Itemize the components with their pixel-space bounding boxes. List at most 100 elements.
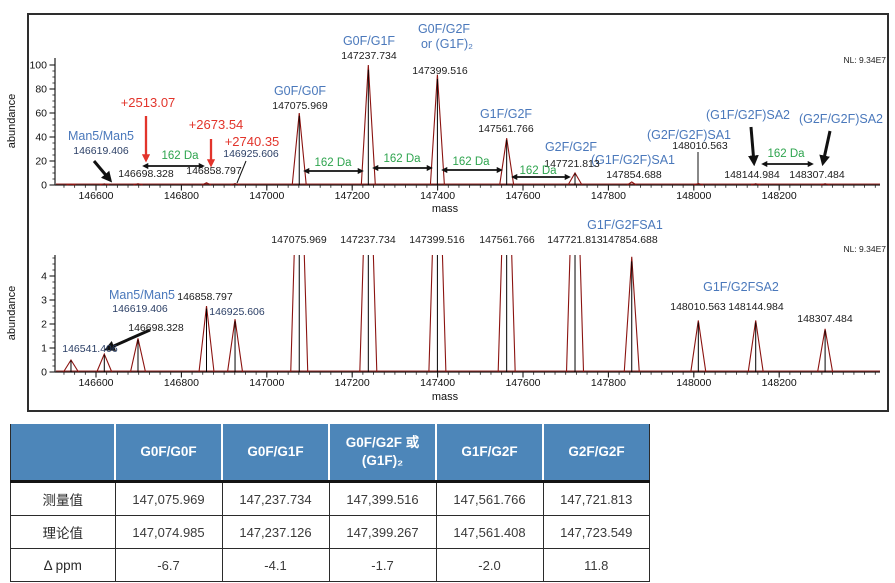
peak-mass-label: 147399.516 bbox=[409, 234, 465, 246]
peak-mass-label: 147237.734 bbox=[341, 50, 397, 62]
peak-mass-label: 148307.484 bbox=[789, 169, 845, 181]
header-cell: G0F/G0F bbox=[114, 424, 223, 483]
svg-text:146600: 146600 bbox=[78, 377, 113, 389]
mass-shift-label: +2513.07 bbox=[121, 95, 176, 110]
peak-mass-label: 148010.563 bbox=[670, 301, 726, 313]
svg-text:100: 100 bbox=[29, 60, 47, 72]
svg-text:147400: 147400 bbox=[420, 377, 455, 389]
glycoform-label: G1F/G2FSA1 bbox=[587, 218, 663, 232]
value-cell: -6.7 bbox=[114, 548, 223, 582]
header-cell: G2F/G2F bbox=[542, 424, 650, 483]
value-cell: -2.0 bbox=[435, 548, 544, 582]
peak-mass-label: 147399.516 bbox=[412, 65, 468, 77]
svg-text:148000: 148000 bbox=[676, 377, 711, 389]
peak-mass-label: 146858.797 bbox=[186, 165, 242, 177]
svg-text:60: 60 bbox=[35, 108, 47, 120]
svg-text:147600: 147600 bbox=[505, 377, 540, 389]
svg-text:2: 2 bbox=[41, 319, 47, 331]
glycoform-label: (G2F/G2F)SA1 bbox=[647, 128, 731, 142]
value-cell: 147,721.813 bbox=[542, 481, 650, 516]
value-cell: 147,399.267 bbox=[328, 515, 437, 549]
value-cell: 147,561.766 bbox=[435, 481, 544, 516]
peak-mass-label: 147721.813 bbox=[544, 158, 600, 170]
peak-mass-label: 146925.606 bbox=[209, 306, 265, 318]
peak-mass-label: 147854.688 bbox=[602, 234, 658, 246]
header-cell: G0F/G2F 或 (G1F)₂ bbox=[328, 424, 437, 483]
glycoform-label: (G1F/G2F)SA1 bbox=[591, 153, 675, 167]
glycoform-label: (G2F/G2F)SA2 bbox=[799, 112, 883, 126]
table-row: 测量值 147,075.969 147,237.734 147,399.516 147,… bbox=[10, 481, 650, 516]
svg-text:mass: mass bbox=[432, 391, 459, 403]
normalization-level-label: NL: 9.34E7 bbox=[843, 244, 886, 254]
peak-mass-label: 146858.797 bbox=[177, 291, 233, 303]
header-cell bbox=[10, 424, 116, 483]
svg-text:20: 20 bbox=[35, 156, 47, 168]
glycoform-label: or (G1F)₂ bbox=[421, 37, 473, 51]
normalization-level-label: NL: 9.34E7 bbox=[843, 55, 886, 65]
table-header: G0F/G0F G0F/G1F G0F/G2F 或 (G1F)₂ G1F/G2F G2F… bbox=[10, 424, 650, 483]
glycoform-label: G2F/G2F bbox=[545, 140, 597, 154]
svg-text:40: 40 bbox=[35, 132, 47, 144]
peak-mass-label: 148144.984 bbox=[728, 301, 784, 313]
svg-text:148000: 148000 bbox=[676, 190, 711, 202]
value-cell: 147,561.408 bbox=[435, 515, 544, 549]
mass-shift-label: +2740.35 bbox=[225, 134, 280, 149]
figure-border bbox=[27, 13, 889, 412]
svg-text:147000: 147000 bbox=[249, 190, 284, 202]
peak-mass-label: 147561.766 bbox=[479, 234, 535, 246]
svg-text:146800: 146800 bbox=[164, 190, 199, 202]
table-row: Δ ppm -6.7 -4.1 -1.7 -2.0 11.8 bbox=[10, 548, 650, 582]
svg-text:148200: 148200 bbox=[762, 190, 797, 202]
svg-text:4: 4 bbox=[41, 271, 47, 283]
peak-mass-label: 148144.984 bbox=[724, 169, 780, 181]
peak-mass-label: 146541.406 bbox=[62, 343, 118, 355]
svg-text:0: 0 bbox=[41, 180, 47, 192]
mass-delta-label: 162 Da bbox=[519, 165, 557, 177]
row-label: Δ ppm bbox=[10, 548, 116, 582]
header-cell: G1F/G2F bbox=[435, 424, 544, 483]
peak-mass-label: 148307.484 bbox=[797, 313, 853, 325]
peak-mass-label: 146698.328 bbox=[128, 322, 184, 334]
svg-text:abundance: abundance bbox=[6, 286, 18, 340]
value-cell: 147,075.969 bbox=[114, 481, 223, 516]
svg-text:147400: 147400 bbox=[420, 190, 455, 202]
mass-delta-label: 162 Da bbox=[767, 148, 805, 160]
table-header-row: G0F/G0F G0F/G1F G0F/G2F 或 (G1F)₂ G1F/G2F G2F… bbox=[10, 424, 650, 483]
glycoform-label: (G1F/G2F)SA2 bbox=[706, 108, 790, 122]
peak-mass-label: 147561.766 bbox=[478, 123, 534, 135]
svg-text:148200: 148200 bbox=[762, 377, 797, 389]
svg-text:147800: 147800 bbox=[591, 190, 626, 202]
value-cell: 147,723.549 bbox=[542, 515, 650, 549]
peak-mass-label: 147237.734 bbox=[340, 234, 396, 246]
peak-mass-label: 147721.813 bbox=[547, 234, 603, 246]
top-spectrum-chart: 146600 146800 147000 147200 147400 147600 1478… bbox=[6, 22, 886, 215]
row-label: 测量值 bbox=[10, 481, 116, 516]
glycoform-label: Man5/Man5 bbox=[68, 129, 134, 143]
svg-text:147800: 147800 bbox=[591, 377, 626, 389]
value-cell: 147,399.516 bbox=[328, 481, 437, 516]
value-cell: 147,074.985 bbox=[114, 515, 223, 549]
glycoform-label: G0F/G2F bbox=[418, 22, 470, 36]
value-cell: 147,237.126 bbox=[221, 515, 330, 549]
peak-mass-label: 147075.969 bbox=[271, 234, 327, 246]
peak-mass-label: 147854.688 bbox=[606, 169, 662, 181]
value-cell: -4.1 bbox=[221, 548, 330, 582]
svg-text:80: 80 bbox=[35, 84, 47, 96]
table-row: 理论值 147,074.985 147,237.126 147,399.267 147,… bbox=[10, 515, 650, 549]
svg-text:146800: 146800 bbox=[164, 377, 199, 389]
svg-text:mass: mass bbox=[432, 203, 459, 215]
svg-text:abundance: abundance bbox=[6, 94, 18, 148]
glycoform-label: G1F/G2FSA2 bbox=[703, 280, 779, 294]
glycoform-label: G0F/G0F bbox=[274, 84, 326, 98]
peak-mass-label: 148010.563 bbox=[672, 140, 728, 152]
mass-shift-label: +2673.54 bbox=[189, 117, 244, 132]
svg-text:147000: 147000 bbox=[249, 377, 284, 389]
value-cell: 147,237.734 bbox=[221, 481, 330, 516]
svg-text:0: 0 bbox=[41, 367, 47, 379]
peak-mass-label: 146698.328 bbox=[118, 168, 174, 180]
glycoform-label: Man5/Man5 bbox=[109, 288, 175, 302]
peak-mass-label: 147075.969 bbox=[272, 100, 328, 112]
svg-text:147600: 147600 bbox=[505, 190, 540, 202]
peak-mass-label: 146925.606 bbox=[223, 148, 279, 160]
